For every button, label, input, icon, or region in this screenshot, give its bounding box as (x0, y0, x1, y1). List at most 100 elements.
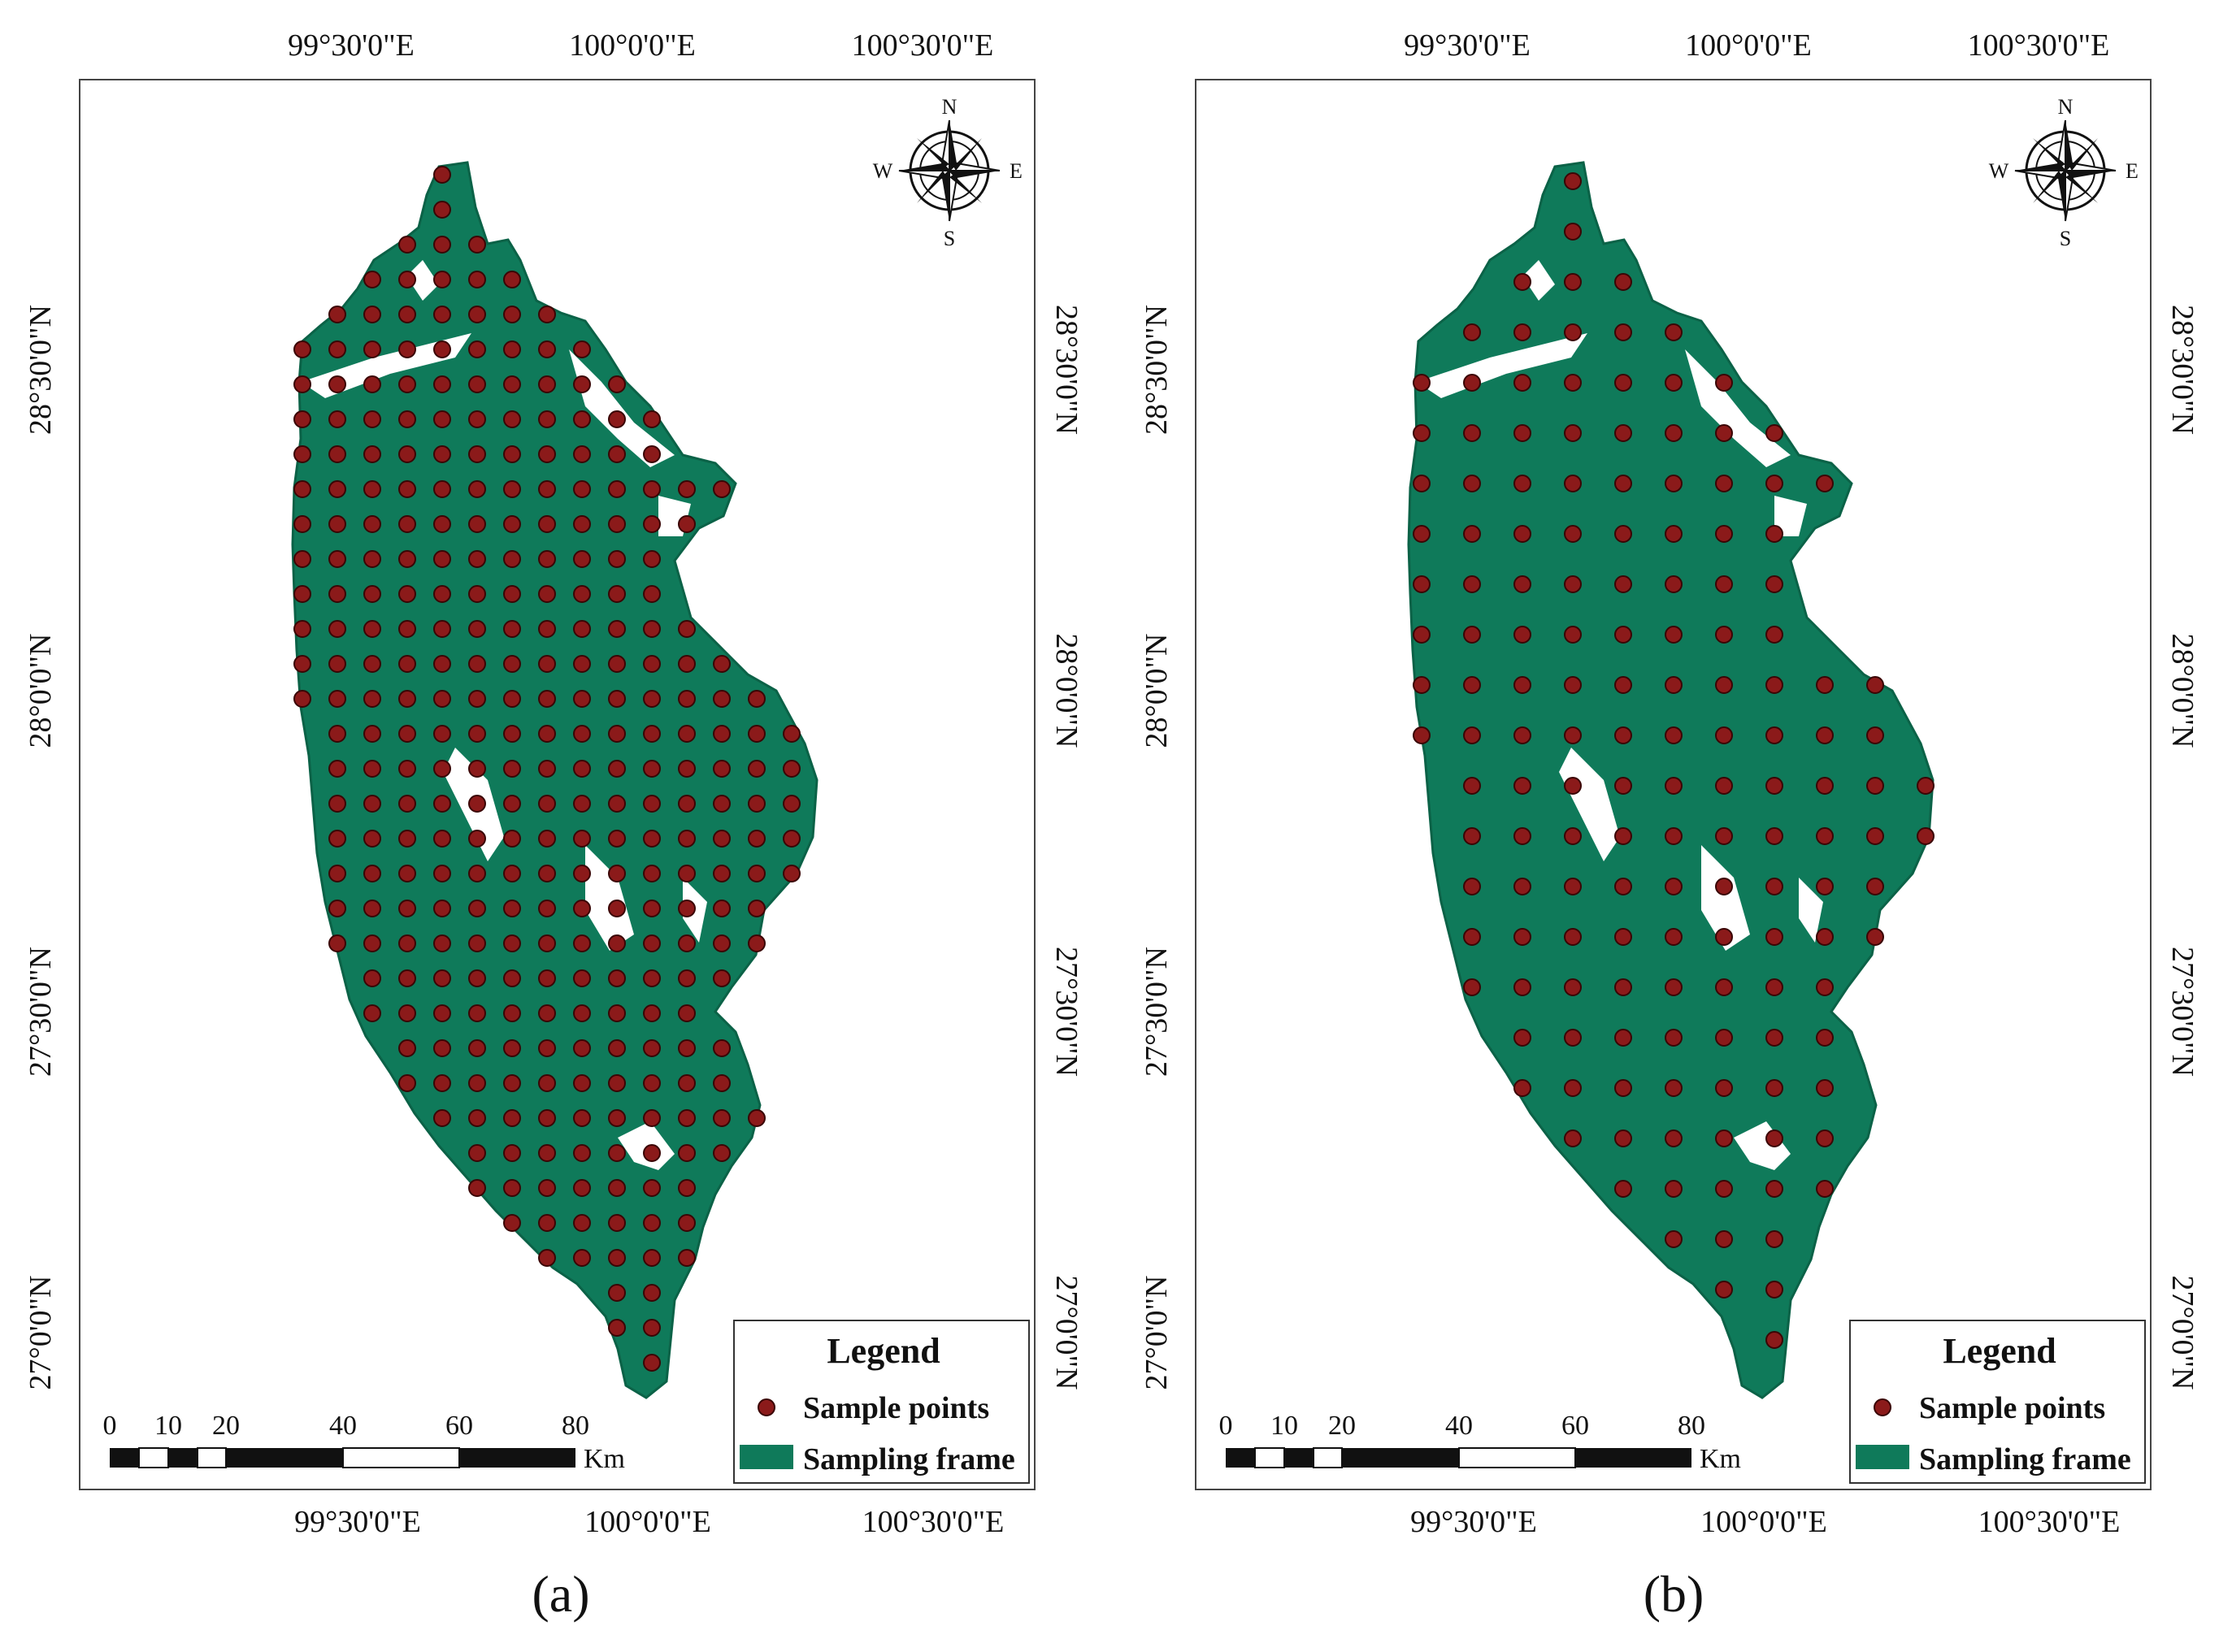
sample-point (468, 969, 486, 987)
sample-point (643, 934, 661, 952)
lon-label-bottom-1: 99°30'0"E (1410, 1505, 1537, 1539)
sample-point (643, 900, 661, 917)
sample-point (468, 1144, 486, 1162)
sample-point (1614, 1130, 1632, 1147)
sample-point (1463, 424, 1481, 442)
frame-gap (1522, 260, 1555, 301)
frame-gap (1417, 333, 1587, 398)
sample-point (608, 410, 626, 428)
compass-s: S (944, 227, 955, 250)
sample-point (748, 690, 766, 708)
sample-point (608, 969, 626, 987)
sample-point (713, 1074, 731, 1092)
sample-point (1614, 424, 1632, 442)
frame-gap (1734, 1121, 1791, 1170)
sample-point (363, 271, 381, 288)
sample-point (1765, 726, 1783, 744)
sample-point (1715, 726, 1733, 744)
sample-point (713, 1144, 731, 1162)
scale-bar: 0 10 20 40 60 80 Km (103, 1411, 626, 1474)
sample-point (503, 515, 521, 533)
sample-point (608, 1179, 626, 1197)
sample-point (573, 1074, 591, 1092)
sample-point (503, 934, 521, 952)
sample-point (1513, 878, 1531, 895)
sample-point (503, 865, 521, 882)
sample-point (363, 410, 381, 428)
sample-point (1614, 726, 1632, 744)
sample-point (1413, 575, 1431, 593)
sample-point (1765, 1029, 1783, 1047)
sample-point (328, 340, 346, 358)
lat-label-left-1: 28°30'0"N (24, 305, 58, 435)
sample-point (678, 1249, 696, 1267)
sample-point (573, 410, 591, 428)
sample-point (433, 760, 451, 778)
sample-point (643, 1074, 661, 1092)
sample-point (643, 1214, 661, 1232)
sample-point (643, 865, 661, 882)
sample-point (468, 1179, 486, 1197)
sample-point (573, 655, 591, 673)
sample-point (468, 830, 486, 848)
sample-point (573, 795, 591, 813)
scale-tick-40: 40 (329, 1411, 357, 1441)
sample-point (1715, 928, 1733, 946)
sample-point (1715, 777, 1733, 795)
sample-point (1816, 1130, 1834, 1147)
sample-point (678, 1144, 696, 1162)
sample-point (538, 934, 556, 952)
sample-point (1866, 777, 1884, 795)
frame-gap (1799, 878, 1823, 943)
legend-frame-label: Sampling frame (1919, 1442, 2131, 1476)
sample-point (538, 1074, 556, 1092)
sample-point (503, 830, 521, 848)
sample-point (328, 900, 346, 917)
sample-point (1463, 827, 1481, 845)
sample-point (1917, 777, 1935, 795)
sample-point (608, 1144, 626, 1162)
sample-point (608, 550, 626, 568)
sample-point (503, 271, 521, 288)
sample-point (608, 1004, 626, 1022)
sample-point (538, 969, 556, 987)
sample-point (1816, 1180, 1834, 1198)
sample-point (608, 1039, 626, 1057)
sample-point (293, 655, 311, 673)
sample-point (328, 480, 346, 498)
sample-point (1413, 626, 1431, 644)
compass-s: S (2060, 227, 2071, 250)
sample-point (1665, 726, 1683, 744)
sample-point (398, 480, 416, 498)
sample-point (1765, 1180, 1783, 1198)
sample-point (538, 1179, 556, 1197)
sample-point (1866, 827, 1884, 845)
scale-tick-80: 80 (1678, 1411, 1705, 1441)
sample-point (713, 795, 731, 813)
sample-point (1765, 424, 1783, 442)
compass-e: E (1010, 159, 1023, 183)
frame-gap (1685, 349, 1791, 467)
sample-point (503, 690, 521, 708)
sample-point (643, 550, 661, 568)
sample-point (468, 550, 486, 568)
sample-point (468, 690, 486, 708)
sample-point (468, 445, 486, 463)
sample-point (1513, 626, 1531, 644)
sample-point (468, 725, 486, 743)
sample-point (363, 795, 381, 813)
sample-point (1665, 777, 1683, 795)
sample-point (538, 306, 556, 323)
sample-point (1413, 475, 1431, 492)
scale-unit: Km (584, 1444, 625, 1474)
sample-point (1614, 1180, 1632, 1198)
sample-point (1765, 1079, 1783, 1097)
sample-point (1715, 878, 1733, 895)
sample-point (573, 620, 591, 638)
sample-point (643, 655, 661, 673)
sample-point (1564, 525, 1582, 543)
sample-point (538, 865, 556, 882)
sample-point (538, 410, 556, 428)
legend-point-icon (1874, 1398, 1891, 1416)
sample-point (1513, 676, 1531, 694)
